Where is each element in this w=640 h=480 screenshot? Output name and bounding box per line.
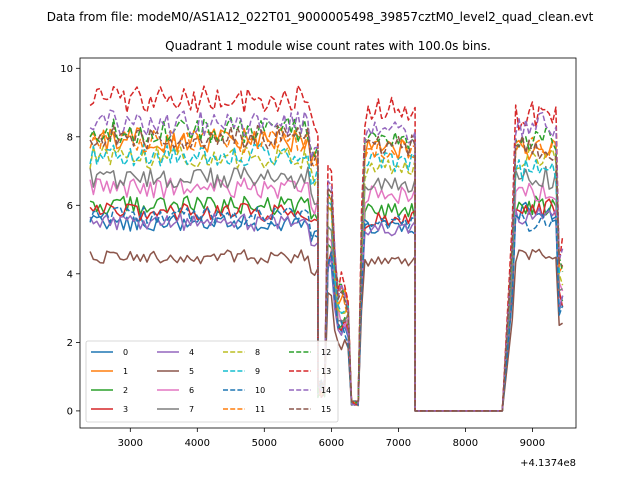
y-tick-label: 10	[60, 64, 73, 75]
legend-label-0: 0	[123, 348, 128, 357]
x-tick-label: 3000	[118, 438, 143, 449]
legend-label-3: 3	[123, 405, 128, 414]
legend-label-7: 7	[189, 405, 194, 414]
y-tick-label: 0	[67, 406, 73, 417]
legend-label-12: 12	[321, 348, 331, 357]
legend-label-5: 5	[189, 367, 194, 376]
legend-label-8: 8	[255, 348, 260, 357]
x-tick-label: 8000	[453, 438, 478, 449]
series-line-9	[89, 142, 563, 412]
series-layer	[89, 84, 564, 412]
legend-label-11: 11	[255, 405, 265, 414]
x-tick-label: 9000	[520, 438, 545, 449]
legend-label-9: 9	[255, 367, 260, 376]
x-tick-label: 5000	[252, 438, 277, 449]
chart-suptitle: Data from file: modeM0/AS1A12_022T01_900…	[47, 10, 594, 24]
y-tick-label: 8	[67, 132, 73, 143]
x-offset-text: +4.1374e8	[520, 458, 576, 469]
y-tick-label: 2	[67, 338, 73, 349]
series-line-8	[89, 145, 564, 412]
legend-label-15: 15	[321, 405, 331, 414]
legend-label-2: 2	[123, 386, 128, 395]
x-tick-label: 4000	[185, 438, 210, 449]
series-line-15	[89, 124, 564, 412]
y-tick-label: 6	[67, 201, 73, 212]
legend-label-1: 1	[123, 367, 128, 376]
legend-label-14: 14	[321, 386, 331, 395]
legend-label-13: 13	[321, 367, 331, 376]
chart-title: Quadrant 1 module wise count rates with …	[165, 39, 491, 53]
x-tick-label: 7000	[386, 438, 411, 449]
y-tick-label: 4	[67, 269, 73, 280]
legend-label-10: 10	[255, 386, 265, 395]
series-line-14	[89, 109, 564, 412]
legend-label-4: 4	[189, 348, 194, 357]
legend-frame	[85, 340, 339, 423]
x-tick-label: 6000	[319, 438, 344, 449]
plot-frame	[79, 57, 577, 429]
legend-label-6: 6	[189, 386, 194, 395]
